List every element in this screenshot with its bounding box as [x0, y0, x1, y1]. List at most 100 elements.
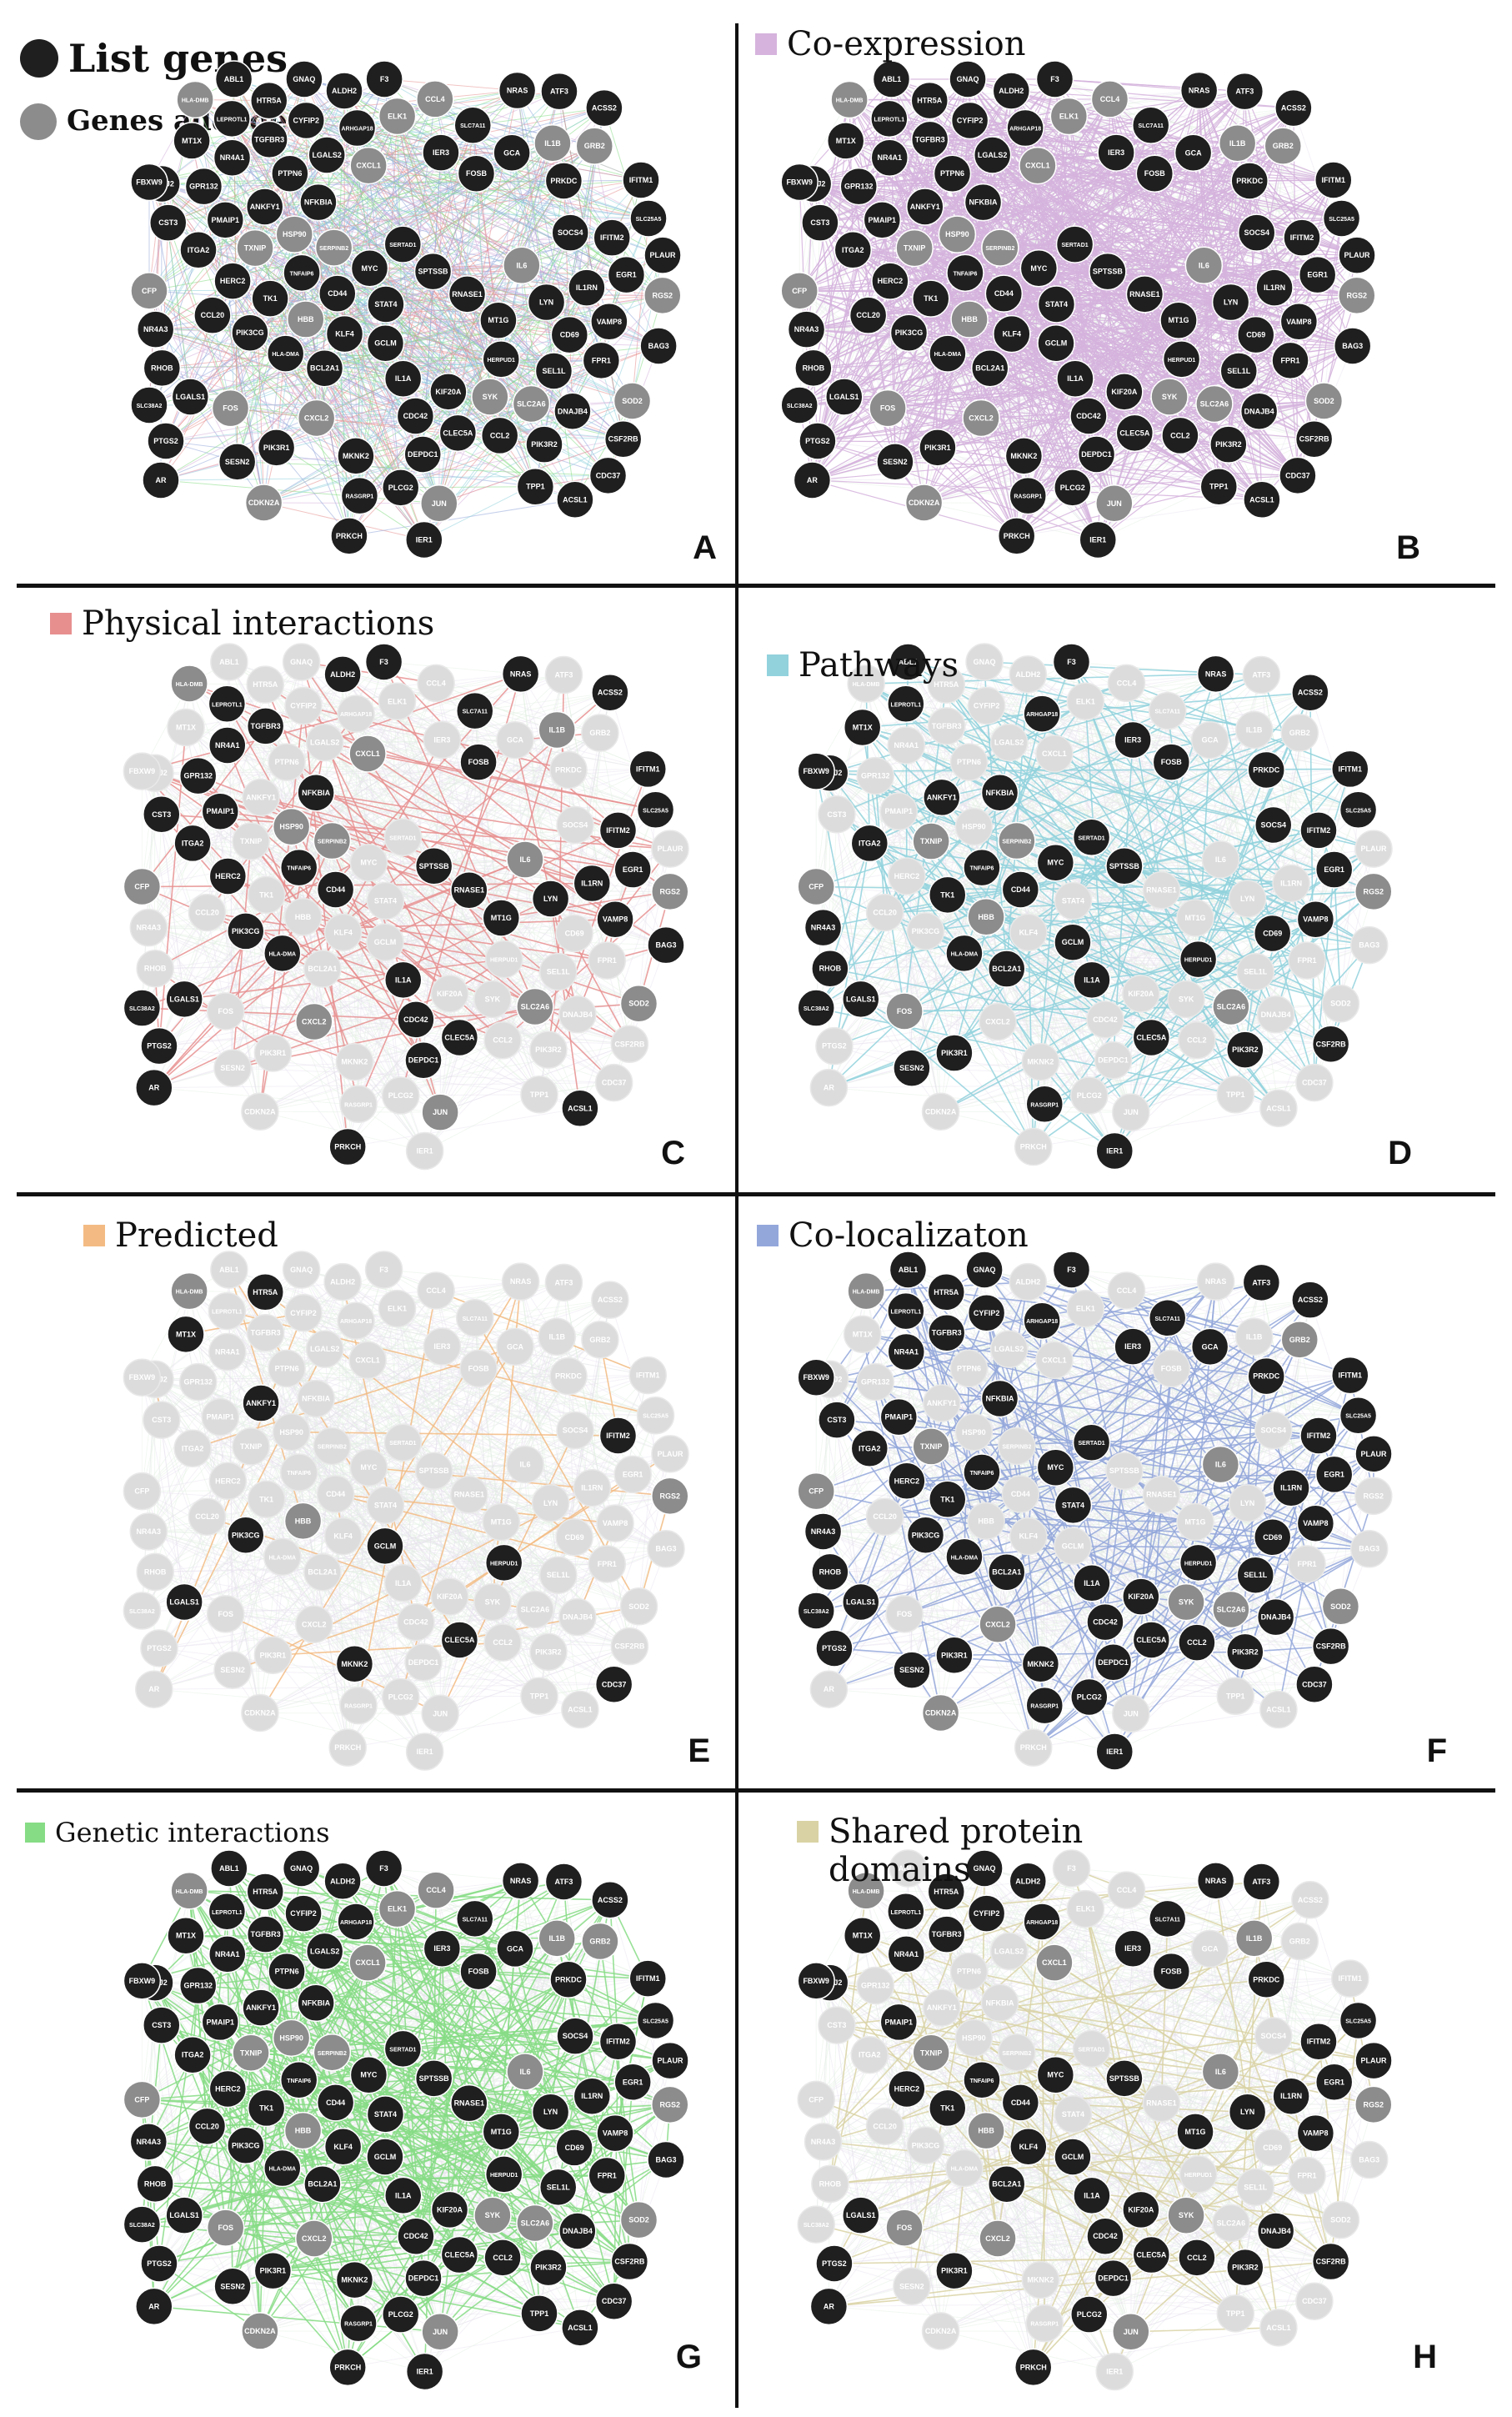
gene-circle [962, 399, 1000, 438]
gene-circle [136, 949, 174, 988]
gene-circle [613, 850, 652, 889]
gene-label: RASGRP1 [345, 494, 373, 500]
gene-label: FOS [880, 404, 896, 413]
gene-circle [973, 136, 1012, 174]
gene-circle [295, 1002, 333, 1041]
gene-node: GRB2 [1264, 127, 1303, 165]
gene-label: F3 [1050, 75, 1059, 83]
gene-node: HTR5A [246, 665, 285, 704]
gene-node: GPR132 [839, 167, 879, 206]
gene-circle [420, 484, 458, 523]
gene-node: SEL1L [538, 952, 578, 991]
edge [1011, 254, 1358, 335]
gene-circle [794, 349, 833, 388]
gene-circle [140, 1026, 178, 1066]
edge [383, 661, 479, 763]
gene-label: NR4A1 [215, 741, 240, 750]
gene-node: PLCG2 [381, 1076, 420, 1115]
gene-label: AR [148, 1084, 159, 1092]
gene-circle [330, 517, 368, 555]
edge [383, 661, 521, 674]
edge [153, 809, 656, 1089]
gene-node: FBXW9 [130, 163, 168, 202]
edge [1179, 434, 1314, 440]
gene-node: IL6 [503, 246, 541, 285]
gene-circle [525, 425, 563, 464]
edge [983, 202, 1231, 303]
edge [458, 917, 502, 1038]
gene-label: DEPDC1 [1081, 450, 1112, 459]
gene-circle [581, 714, 619, 752]
gene-label: CCL2 [1170, 431, 1190, 439]
edge [574, 400, 633, 500]
gene-label: GRB2 [584, 142, 605, 150]
edge [503, 959, 540, 1095]
gene-circle [297, 774, 335, 812]
gene-label: VAMP8 [597, 318, 622, 326]
gene-node: RNASE1 [1125, 275, 1164, 313]
edge [250, 840, 369, 864]
edge [158, 931, 343, 1047]
gene-node: TGFBR3 [246, 707, 285, 745]
gene-label: HERPUD1 [487, 358, 515, 364]
gene-label: SERTAD1 [389, 243, 416, 248]
gene-label: SEL1L [542, 367, 566, 375]
gene-node: MYC [1019, 249, 1059, 288]
gene-circle [246, 707, 285, 745]
gene-node: SESN2 [213, 1049, 252, 1087]
edge [1011, 98, 1111, 334]
gene-label: GCA [1185, 148, 1203, 157]
gene-circle [383, 818, 423, 857]
gene-node: TK1 [247, 875, 286, 915]
legend-c-label: Physical interactions [82, 604, 435, 643]
gene-circle [585, 88, 623, 128]
gene-label: CDKN2A [244, 1107, 276, 1116]
gene-circle [208, 684, 247, 724]
edge [889, 157, 1263, 500]
edge [1249, 180, 1358, 256]
edge [1247, 770, 1267, 900]
gene-node: CDC37 [588, 456, 628, 495]
gene-label: NR4A1 [220, 153, 245, 162]
gene-node: GCA [1174, 133, 1213, 173]
gene-node: SESN2 [876, 443, 914, 481]
gene-circle [933, 154, 972, 193]
gene-label: NR4A3 [794, 325, 819, 333]
panel-c: IL1A HSP90 GCLM HLA-DMA ACSS2 GCA HLA-DMB SERPI… [17, 588, 735, 1192]
gene-label: PIK3R2 [531, 440, 558, 449]
gene-node: ITGA2 [179, 231, 218, 269]
gene-node: ALDH2 [992, 72, 1031, 110]
gene-node: PLCG2 [1054, 469, 1092, 507]
gene-node: BAG3 [647, 925, 685, 965]
gene-label: RHOB [144, 965, 167, 973]
edge [227, 875, 441, 1113]
edge [869, 842, 1056, 864]
gene-circle [430, 975, 469, 1013]
gene-label: STAT4 [374, 897, 397, 905]
legend-list-genes: List genes [20, 37, 288, 81]
edge [1289, 360, 1299, 476]
gene-circle [213, 138, 252, 177]
gene-node: NR4A3 [136, 310, 175, 349]
gene-label: PTPN6 [275, 758, 299, 766]
gene-node: CCL4 [417, 664, 455, 703]
gene-node: TK1 [251, 279, 289, 318]
gene-circle [208, 857, 248, 895]
gene-circle [992, 72, 1031, 110]
edge [343, 859, 526, 934]
edge [367, 673, 521, 755]
edge [168, 99, 196, 223]
edge [811, 124, 1152, 481]
gene-circle [872, 60, 911, 98]
gene-circle [201, 792, 240, 830]
gene-circle [314, 228, 353, 267]
edge [322, 968, 424, 1061]
gene-node: PTGS2 [147, 422, 185, 460]
gene-node: ELK1 [378, 682, 417, 721]
edge [285, 268, 370, 354]
gene-label: FBXW9 [786, 178, 813, 187]
edge [270, 298, 570, 336]
edge [1238, 274, 1319, 372]
gene-node: FBXW9 [780, 163, 819, 202]
gene-node: PRKDC [549, 750, 588, 790]
